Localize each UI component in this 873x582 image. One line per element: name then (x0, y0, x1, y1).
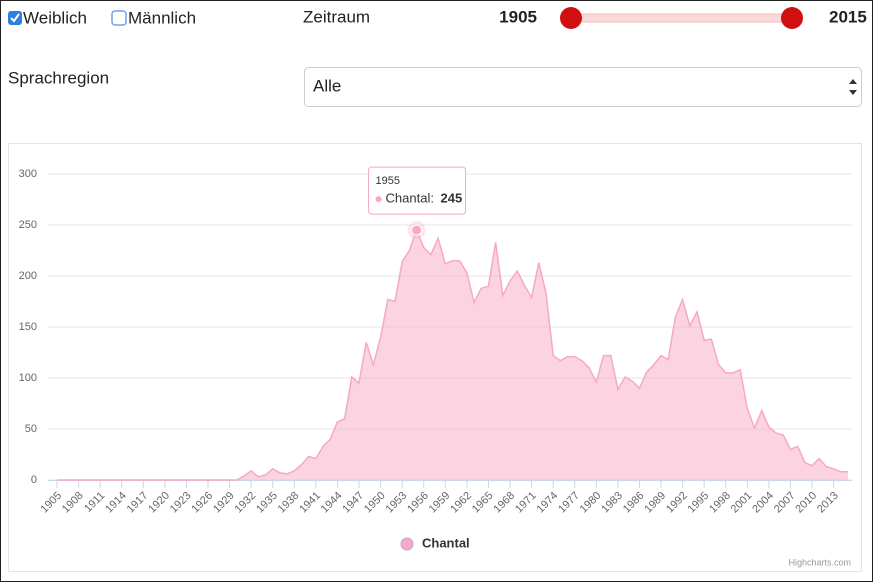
select-value: Alle (313, 76, 341, 95)
y-tick-label: 100 (19, 372, 37, 384)
area-fill (57, 230, 848, 480)
slider-track (570, 13, 793, 23)
range-label: Zeitraum (303, 7, 370, 26)
area-line (57, 227, 848, 481)
select-arrows (849, 79, 857, 95)
legend-symbol (400, 537, 414, 551)
check-icon (10, 13, 20, 23)
tooltip-header: 1955 (376, 175, 400, 187)
tooltip-label: Chantal: (386, 191, 434, 206)
hover-point (411, 224, 423, 236)
tooltip-value: 245 (441, 191, 463, 206)
range-max: 2015 (829, 7, 867, 26)
y-tick-label: 150 (19, 321, 37, 333)
checkbox[interactable] (111, 10, 127, 26)
checkbox-label[interactable]: Männlich (128, 8, 196, 27)
tooltip-dot (375, 196, 382, 203)
y-tick-label: 200 (19, 270, 37, 282)
y-tick-label: 50 (25, 423, 37, 435)
checkbox-label[interactable]: Weiblich (23, 8, 87, 27)
legend-label: Chantal (422, 535, 470, 550)
range-min: 1905 (499, 7, 537, 26)
credits: Highcharts.com (788, 557, 851, 567)
y-tick-label: 250 (19, 219, 37, 231)
slider-handle[interactable] (560, 7, 582, 29)
y-tick-label: 300 (19, 168, 37, 180)
select-label: Sprachregion (8, 68, 109, 87)
y-tick-label: 0 (31, 474, 37, 486)
slider-handle[interactable] (781, 7, 803, 29)
select[interactable] (304, 67, 862, 107)
tooltip-box (368, 166, 467, 215)
